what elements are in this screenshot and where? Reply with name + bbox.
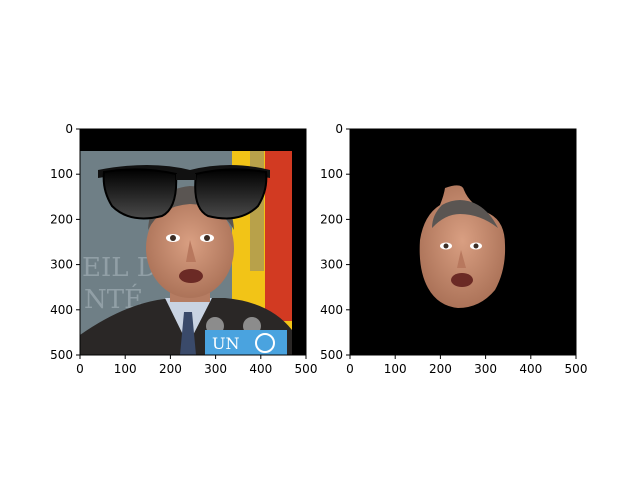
left-axes-frame [79, 128, 307, 356]
right-y-tick-label: 300 [320, 258, 343, 272]
left-x-tick-label: 200 [159, 362, 182, 376]
flag-red [265, 151, 292, 321]
left-y-tick-label: 200 [50, 212, 73, 226]
right-y-tick-label: 100 [320, 167, 343, 181]
sunglasses [98, 165, 270, 220]
right-axes-frame [349, 128, 577, 356]
left-y-tick-label: 300 [50, 258, 73, 272]
right-pupil [204, 235, 210, 241]
segmented-right-pupil [473, 243, 479, 249]
left-y-tick-label: 500 [50, 348, 73, 362]
right-y-tick-label: 500 [320, 348, 343, 362]
left-x-tick-label: 0 [76, 362, 84, 376]
segmented-mouth [451, 273, 473, 287]
left-x-tick-label: 300 [204, 362, 227, 376]
left-y-tick-label: 400 [50, 303, 73, 317]
right-y-tick-label: 200 [320, 212, 343, 226]
right-x-tick-label: 400 [519, 362, 542, 376]
segmented-nose [457, 250, 466, 268]
right-x-tick-label: 0 [346, 362, 354, 376]
left-x-tick-label: 500 [295, 362, 318, 376]
mouth [179, 269, 203, 283]
right-x-tick-label: 300 [474, 362, 497, 376]
left-pupil [170, 235, 176, 241]
left-x-tick-label: 100 [114, 362, 137, 376]
right-y-tick-label: 0 [335, 122, 343, 136]
segmented-left-pupil [443, 243, 449, 249]
tie [180, 312, 196, 355]
right-y-tick-label: 400 [320, 303, 343, 317]
un-emblem [255, 333, 275, 353]
right-x-tick-label: 200 [429, 362, 452, 376]
left-y-tick-label: 100 [50, 167, 73, 181]
left-y-tick-label: 0 [65, 122, 73, 136]
segmented-hair [432, 200, 498, 228]
left-x-tick-label: 400 [249, 362, 272, 376]
right-x-tick-label: 100 [384, 362, 407, 376]
right-x-tick-label: 500 [565, 362, 588, 376]
wall-letters-1: EIL D [82, 253, 158, 283]
un-sign-text: UN [212, 334, 239, 353]
nose [186, 240, 196, 262]
left-image-panel: EIL D NTÉ [50, 122, 317, 376]
